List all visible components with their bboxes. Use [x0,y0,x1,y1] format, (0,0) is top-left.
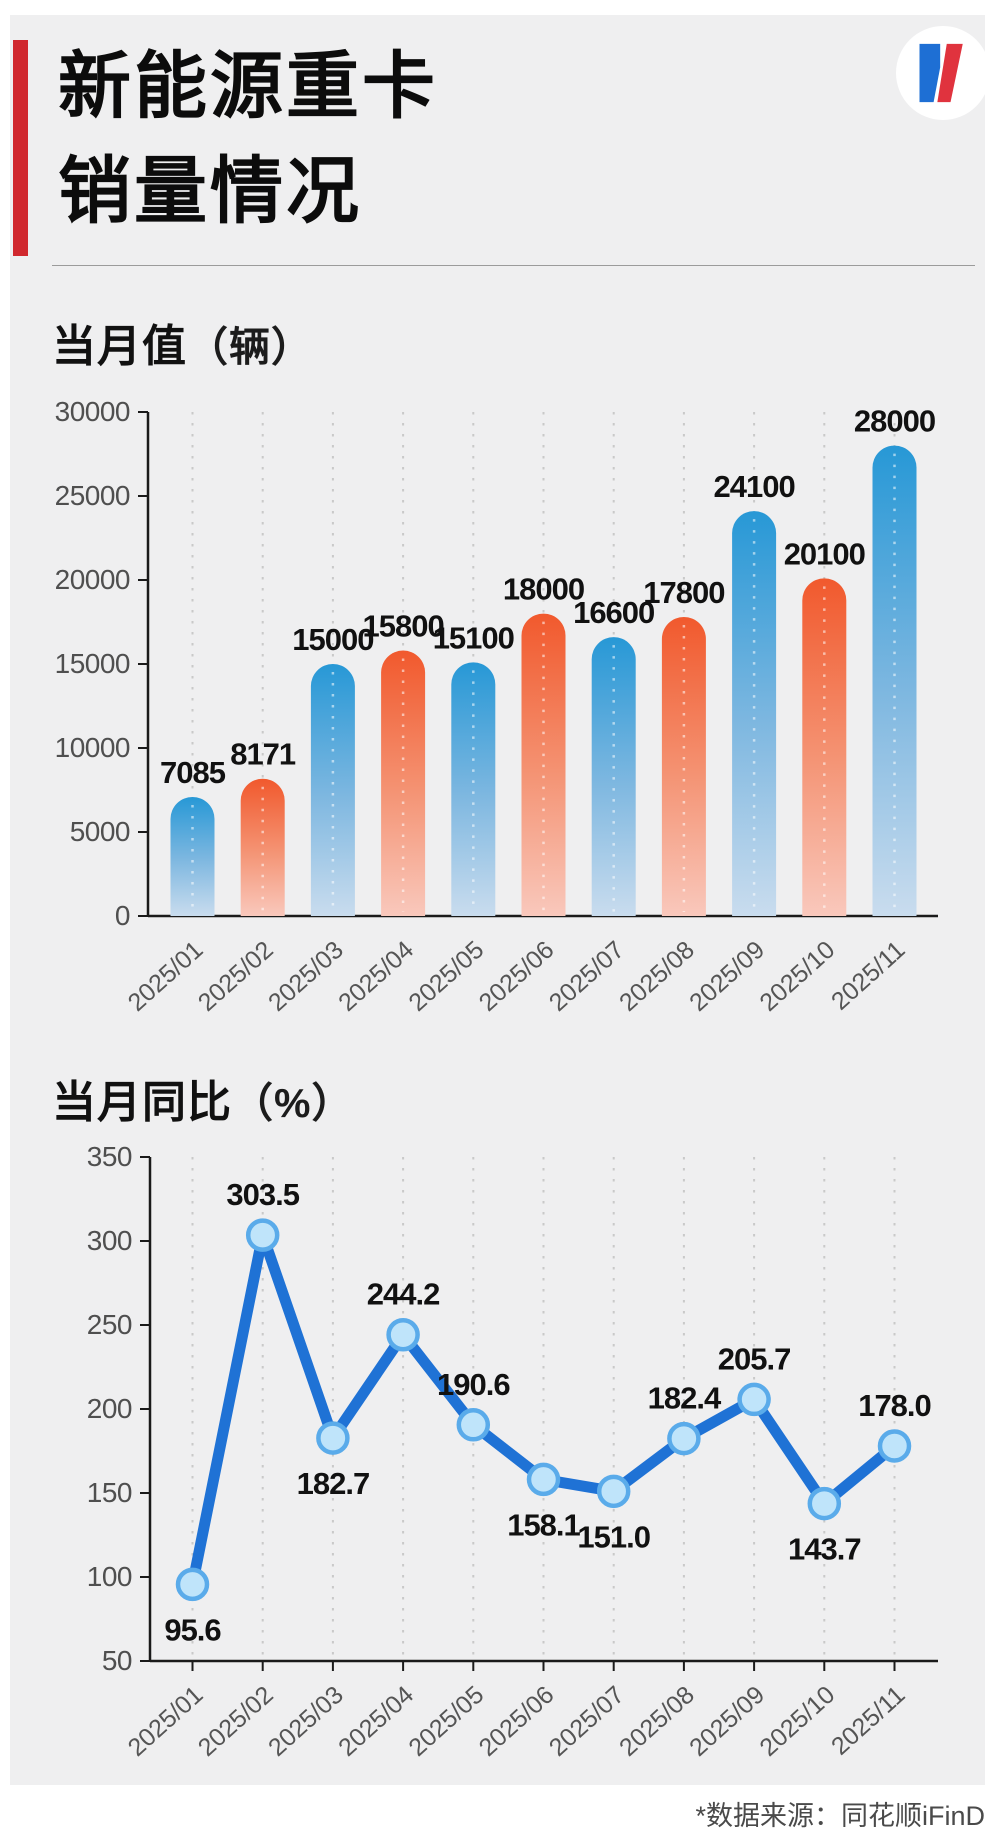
x-tick-label: 2025/11 [826,936,911,1016]
header-divider [52,265,975,266]
data-point-marker [877,1429,912,1463]
x-tick-label: 2025/06 [474,936,560,1017]
source-note: *数据来源：同花顺iFinD [695,1801,985,1831]
bar-value-label: 15800 [362,609,443,644]
point-value-label: 303.5 [226,1177,299,1212]
y-tick-label: 5000 [70,816,130,847]
section-title-text: 当月值 [52,322,187,371]
point-value-label: 158.1 [507,1507,580,1542]
x-tick-label: 2025/09 [684,936,770,1017]
x-tick-label: 2025/02 [193,1681,279,1762]
y-tick-label: 15000 [55,648,130,679]
bar-value-label: 16600 [573,595,654,630]
logo-glyph-blue [919,43,941,103]
x-tick-label: 2025/11 [826,1681,911,1761]
x-tick-label: 2025/02 [193,936,279,1017]
y-tick-label: 250 [87,1309,132,1340]
bar [381,650,426,916]
x-tick-label: 2025/07 [544,936,630,1017]
bar [451,662,496,916]
data-point-marker [175,1567,210,1602]
point-value-label: 151.0 [577,1519,650,1554]
point-value-label: 178.0 [858,1388,931,1423]
bar-value-label: 8171 [230,737,296,772]
bar-value-label: 20100 [784,536,865,571]
bar [872,445,917,916]
logo-glyph-red [937,43,963,103]
y-tick-label: 20000 [55,564,130,595]
y-tick-label: 350 [87,1141,132,1172]
bar-value-label: 24100 [713,469,794,504]
bar-value-label: 17800 [643,575,724,610]
x-tick-label: 2025/05 [403,936,489,1017]
bar-value-label: 15100 [433,620,514,655]
y-tick-label: 25000 [55,480,130,511]
bar-value-label: 7085 [160,755,226,790]
section-title-yoy: 当月同比（%） [52,1066,353,1130]
brand-logo [896,26,990,120]
y-tick-label: 100 [87,1561,132,1592]
line-chart: 501001502002503003502025/012025/022025/0… [87,1141,938,1762]
bar-value-label: 18000 [503,572,584,607]
bar-value-label: 15000 [292,622,373,657]
y-tick-label: 10000 [55,732,130,763]
data-point-marker [596,1474,631,1509]
x-tick-label: 2025/05 [403,1681,489,1762]
main-title-line1: 新能源重卡 [58,46,438,127]
y-tick-label: 0 [115,900,130,931]
point-value-label: 95.6 [164,1612,221,1647]
x-tick-label: 2025/04 [333,1681,419,1762]
data-point-marker [807,1486,842,1521]
bar [591,637,636,916]
x-tick-label: 2025/06 [474,1681,560,1762]
data-point-marker [386,1317,420,1352]
bar [310,664,355,916]
y-tick-label: 30000 [55,396,130,427]
point-value-label: 205.7 [718,1341,791,1376]
main-title-line2: 销量情况 [58,151,362,232]
y-tick-label: 200 [87,1393,132,1424]
point-value-label: 182.4 [648,1381,722,1416]
section-title-text: 当月同比 [52,1078,232,1127]
x-tick-label: 2025/04 [333,936,419,1017]
bar [802,578,847,916]
y-tick-label: 300 [87,1225,132,1256]
x-tick-label: 2025/07 [544,1681,630,1762]
bar-value-label: 28000 [854,404,935,439]
bar-chart: 0500010000150002000025000300002025/01202… [55,396,938,1017]
x-tick-label: 2025/08 [614,936,700,1017]
point-value-label: 143.7 [788,1532,861,1567]
y-tick-label: 50 [102,1645,132,1676]
data-point-marker [245,1218,280,1252]
x-tick-label: 2025/10 [754,936,840,1017]
data-point-marker [316,1421,350,1455]
bar [661,616,706,916]
x-tick-label: 2025/03 [263,936,349,1017]
point-value-label: 190.6 [437,1367,510,1402]
x-tick-label: 2025/08 [614,1681,700,1762]
title-accent-bar [13,40,28,256]
y-tick-label: 150 [87,1477,132,1508]
x-tick-label: 2025/03 [263,1681,349,1762]
point-value-label: 244.2 [367,1277,440,1312]
data-point-marker [737,1382,771,1417]
bar [732,511,777,916]
bar [170,796,215,916]
x-tick-label: 2025/09 [684,1681,770,1762]
main-title: 新能源重卡 销量情况 [58,34,438,244]
data-point-marker [456,1408,491,1442]
bar [240,778,285,916]
section-title-unit: （辆） [187,324,313,370]
section-title-monthly-value: 当月值（辆） [52,310,313,374]
x-tick-label: 2025/10 [754,1681,840,1762]
data-point-marker [526,1462,561,1497]
data-point-marker [667,1421,701,1456]
x-tick-label: 2025/01 [123,1681,209,1762]
point-value-label: 182.7 [297,1466,370,1501]
x-tick-label: 2025/01 [123,936,209,1017]
section-title-unit: （%） [232,1080,354,1126]
